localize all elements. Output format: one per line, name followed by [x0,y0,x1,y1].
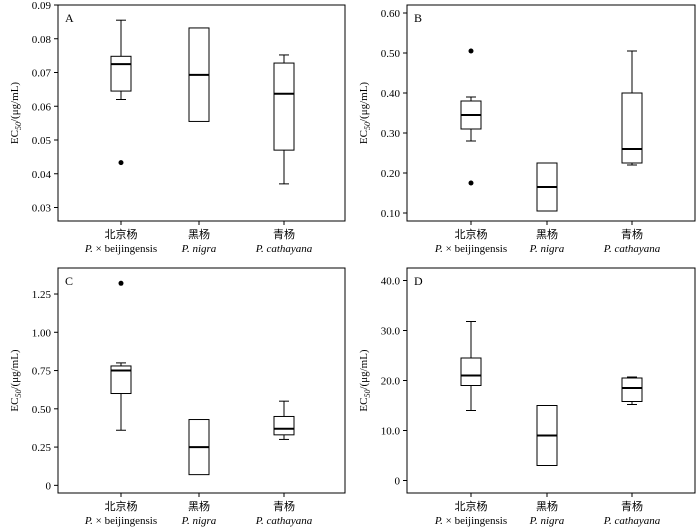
iqr-box [621,377,643,402]
chart-panel-d: D 0 10.0 20.0 30.0 40.0 EC50/(μg/mL) 北京杨 P. × be… [358,267,696,527]
iqr-box [273,415,295,436]
chart-panel-b: B 0.10 0.20 0.30 0.40 0.50 0.60 EC50/(μg/mL) 北京杨… [358,4,696,255]
y-tick-label: 0.08 [32,34,52,46]
chart-panel-c: C 0 0.25 0.50 0.75 1.00 1.25 EC50/(μg/mL) 北京杨 P. … [9,267,346,527]
y-tick-label: 0.60 [381,8,401,20]
y-tick-label: 0.10 [381,208,401,220]
y-tick-label: 1.00 [32,327,52,339]
box-2 [188,27,210,122]
y-axis-label: EC50/(μg/mL) [358,349,372,412]
iqr-box [460,357,482,386]
x-category-latin-label: P. nigra [529,243,565,255]
plot-frame [57,267,346,494]
y-tick-label: 30.0 [381,326,401,338]
chart-panel-a: A 0.03 0.04 0.05 0.06 0.07 0.08 0.09 EC50/(μg/mL… [9,0,346,255]
y-tick-label: 1.25 [32,289,52,301]
x-category-label: 北京杨 [455,227,488,241]
x-category-latin-label: P. nigra [181,243,217,255]
panel-label: A [65,11,74,25]
x-category-label: 北京杨 [455,499,488,513]
x-category-label: 青杨 [273,227,295,241]
y-axis-label: EC50/(μg/mL) [9,349,23,412]
x-category-label: 青杨 [273,499,295,513]
y-tick-label: 0.07 [32,68,52,80]
x-category-latin-label: P. × beijingensis [434,515,507,527]
y-tick-label: 0.09 [32,0,52,12]
iqr-box [273,62,295,151]
y-tick-label: 20.0 [381,376,401,388]
outlier-point [468,48,474,54]
box-3 [621,50,643,166]
y-tick-label: 0.06 [32,101,52,113]
iqr-box [621,92,643,164]
x-category-latin-label: P. cathayana [603,515,661,527]
x-category-label: 青杨 [621,499,643,513]
x-category-label: 北京杨 [105,499,138,513]
box-2 [536,162,558,212]
plot-frame [406,4,696,222]
box-1 [460,321,482,411]
x-category-label: 青杨 [621,227,643,241]
y-axis-label: EC50/(μg/mL) [9,82,23,145]
panel-label: D [414,274,423,288]
y-tick-label: 10.0 [381,426,401,438]
y-tick-label: 0.03 [32,203,52,215]
iqr-box [110,55,132,92]
box-3 [621,376,643,405]
box-3 [273,400,295,440]
box-2 [536,405,558,466]
box-1 [110,19,132,166]
plot-frame [57,4,346,222]
panel-label: B [414,11,422,25]
x-category-label: 黑杨 [536,499,558,513]
panel-label: C [65,274,73,288]
x-category-latin-label: P. cathayana [255,515,313,527]
y-tick-label: 40.0 [381,276,401,288]
box-1 [460,48,482,186]
outlier-point [118,160,124,166]
box-3 [273,54,295,185]
x-category-label: 黑杨 [188,227,210,241]
x-category-label: 黑杨 [188,499,210,513]
y-tick-label: 0.05 [32,135,52,147]
y-tick-label: 0 [395,476,401,488]
box-2 [188,419,210,476]
y-tick-label: 0.40 [381,88,401,100]
outlier-point [118,280,124,286]
y-tick-label: 0.20 [381,168,401,180]
y-tick-label: 0.25 [32,442,52,454]
x-category-latin-label: P. nigra [181,515,217,527]
box-1 [110,280,132,431]
x-category-latin-label: P. × beijingensis [434,243,507,255]
y-tick-label: 0.50 [32,404,52,416]
x-category-latin-label: P. cathayana [255,243,313,255]
y-tick-label: 0.30 [381,128,401,140]
x-category-latin-label: P. nigra [529,515,565,527]
y-tick-label: 0.75 [32,366,52,378]
y-tick-label: 0.04 [32,169,52,181]
x-category-latin-label: P. × beijingensis [84,243,157,255]
x-category-label: 北京杨 [105,227,138,241]
y-tick-label: 0.50 [381,48,401,60]
y-tick-label: 0 [46,480,52,492]
iqr-box [110,365,132,395]
outlier-point [468,180,474,186]
x-category-latin-label: P. cathayana [603,243,661,255]
x-category-latin-label: P. × beijingensis [84,515,157,527]
y-axis-label: EC50/(μg/mL) [358,82,372,145]
x-category-label: 黑杨 [536,227,558,241]
